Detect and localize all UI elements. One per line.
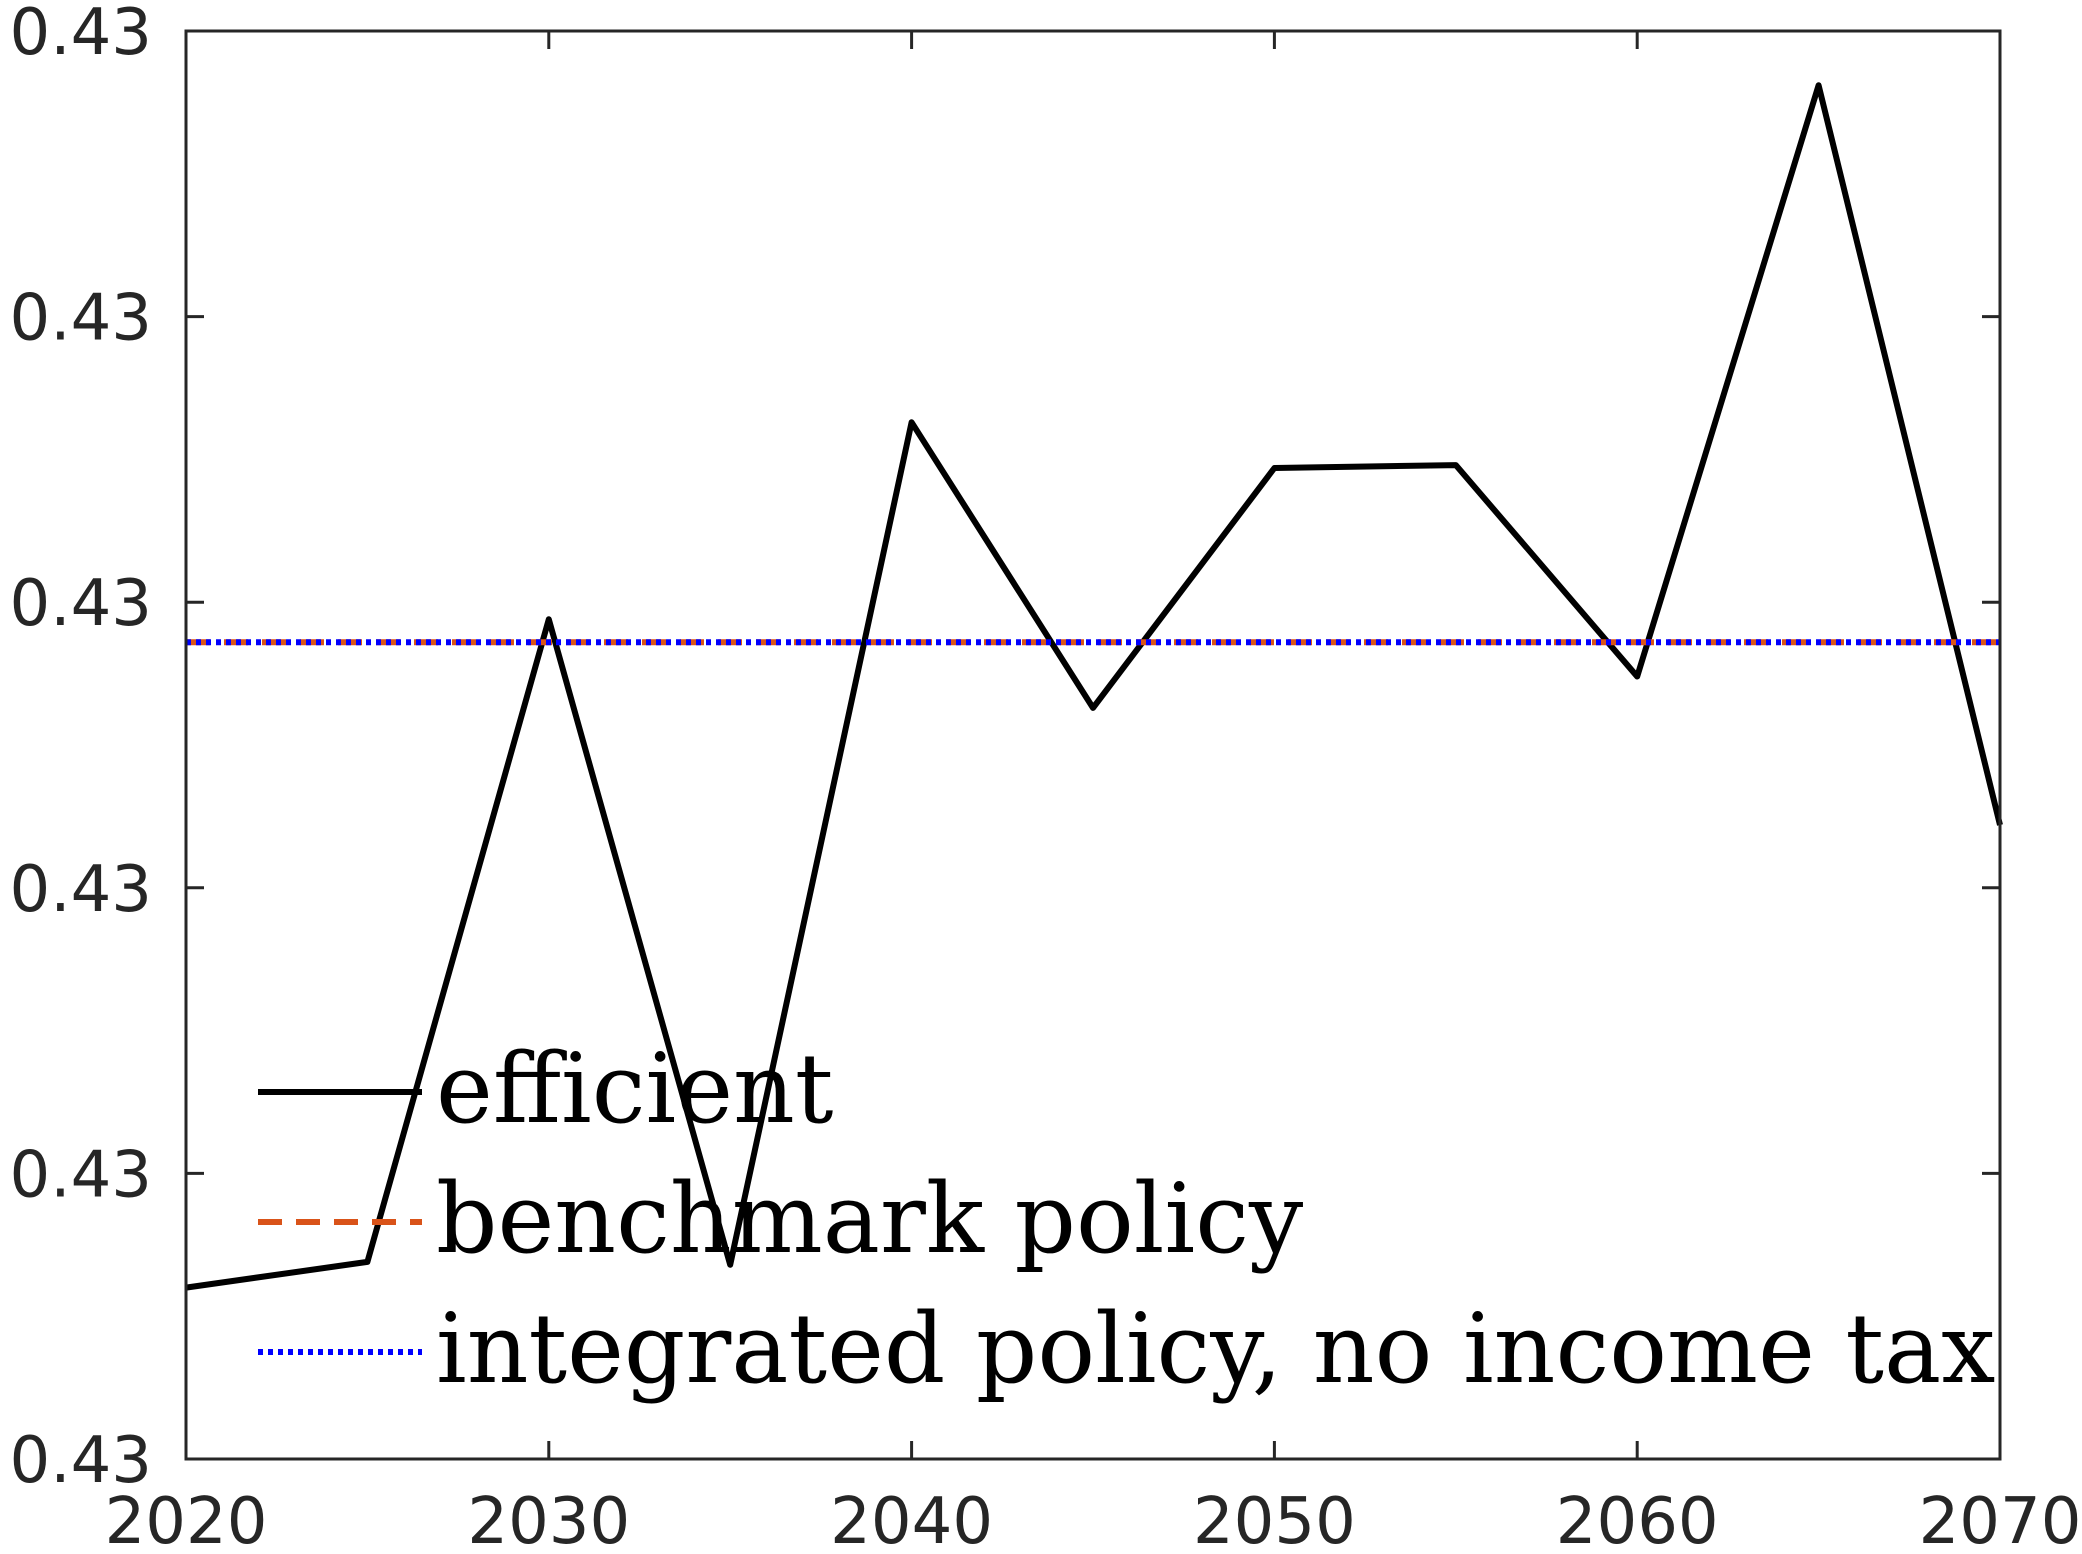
y-tick-label: 0.43 <box>10 567 153 641</box>
x-tick-label: 2020 <box>105 1485 268 1554</box>
y-tick-label: 0.43 <box>10 282 153 356</box>
y-tick-label: 0.43 <box>10 853 153 927</box>
legend: efficient benchmark policy integrated poli… <box>258 1033 1995 1405</box>
x-tick-label: 2050 <box>1193 1485 1356 1554</box>
legend-label-2: benchmark policy <box>436 1163 1303 1275</box>
plot-background <box>186 31 2000 1459</box>
x-tick-label: 2070 <box>1919 1485 2082 1554</box>
x-tick-label: 2040 <box>830 1485 993 1554</box>
axes-box <box>184 29 2002 1461</box>
legend-label-3: integrated policy, no income tax <box>436 1293 1995 1405</box>
legend-label-1: efficient <box>436 1033 833 1145</box>
y-tick-label: 0.43 <box>10 0 153 70</box>
y-tick-label: 0.43 <box>10 1138 153 1212</box>
x-tick-label: 2060 <box>1556 1485 1719 1554</box>
series-layer <box>185 82 2003 1291</box>
x-tick-label: 2030 <box>467 1485 630 1554</box>
y-tick-label: 0.43 <box>10 1424 153 1498</box>
axes-layer: 2020 2030 2040 2050 2060 2070 0.43 0.43 0.43 0.43… <box>10 0 2082 1554</box>
series-line-1 <box>185 82 2003 1291</box>
